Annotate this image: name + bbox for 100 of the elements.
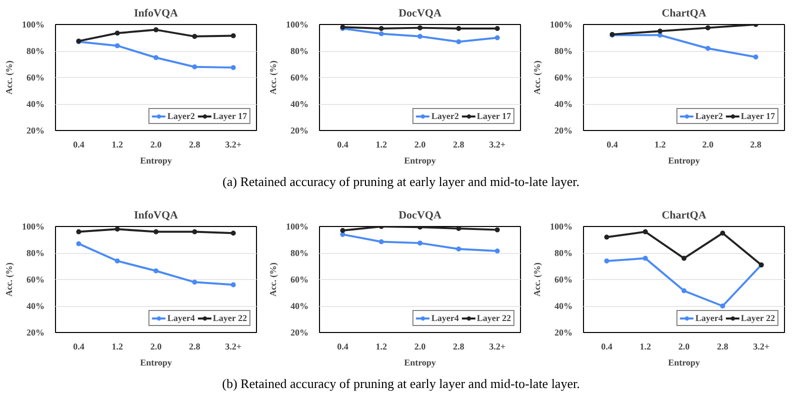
y-tick-label: 60% [26, 72, 44, 82]
y-tick-label: 100% [550, 222, 572, 232]
point [494, 35, 500, 40]
y-tick-label: 100% [550, 20, 572, 30]
point [642, 256, 648, 261]
y-axis-title: Acc. (%) [268, 60, 278, 94]
y-tick-label: 80% [26, 248, 44, 258]
point [192, 229, 198, 234]
y-tick-label: 60% [554, 274, 572, 284]
y-tick-label: 20% [290, 328, 308, 338]
chart-title: ChartQA [662, 8, 706, 20]
point [76, 241, 82, 246]
point [192, 280, 198, 285]
y-tick-label: 40% [290, 99, 308, 109]
point [154, 229, 158, 234]
legend-label: Layer 17 [740, 111, 775, 121]
y-tick-label: 20% [290, 126, 308, 136]
x-tick-label: 0.4 [73, 342, 85, 352]
point [682, 288, 686, 294]
x-tick-label: 0.4 [73, 140, 85, 150]
x-tick-label: 1.2 [640, 342, 652, 352]
point [418, 240, 422, 246]
x-tick-label: 2.8 [750, 140, 762, 150]
x-tick-label: 2.0 [414, 342, 426, 352]
x-tick-label: 0.4 [337, 140, 349, 150]
point [114, 226, 120, 232]
y-tick-label: 60% [554, 72, 572, 82]
x-tick-label: 3.2+ [753, 342, 770, 352]
point [192, 64, 198, 70]
point [230, 65, 236, 70]
y-tick-label: 20% [26, 328, 44, 338]
point [114, 30, 120, 36]
point [378, 26, 384, 31]
x-axis-title: Entropy [140, 156, 172, 166]
point [456, 246, 462, 252]
x-axis-title: Entropy [140, 358, 172, 368]
x-tick-label: 2.8 [189, 342, 201, 352]
point [682, 256, 686, 261]
chart-title: DocVQA [398, 210, 442, 222]
y-tick-label: 40% [554, 99, 572, 109]
y-tick-label: 20% [554, 126, 572, 136]
x-tick-label: 2.0 [150, 342, 162, 352]
x-tick-label: 2.0 [702, 140, 714, 150]
y-axis-title: Acc. (%) [532, 262, 542, 296]
y-tick-label: 100% [286, 20, 308, 30]
y-axis-title: Acc. (%) [268, 262, 278, 296]
legend-label: Layer 17 [212, 111, 247, 121]
x-tick-label: 2.8 [717, 342, 729, 352]
x-tick-label: 1.2 [376, 140, 388, 150]
x-axis-title: Entropy [668, 358, 700, 368]
point [378, 239, 384, 244]
point [658, 28, 663, 34]
point [456, 39, 462, 44]
point [192, 34, 198, 39]
point [705, 46, 710, 51]
point [705, 25, 710, 30]
point [154, 55, 158, 60]
x-tick-label: 3.2+ [225, 140, 242, 150]
legend-label: Layer4 [167, 313, 195, 323]
point [494, 26, 500, 31]
point [230, 230, 236, 236]
x-axis-title: Entropy [404, 156, 436, 166]
y-tick-label: 60% [290, 72, 308, 82]
point [154, 268, 158, 274]
x-axis-title: Entropy [668, 156, 700, 166]
x-tick-label: 3.2+ [489, 140, 506, 150]
legend-label: Layer 22 [740, 313, 775, 323]
legend-label: Layer4 [695, 313, 723, 323]
legend-label: Layer 22 [476, 313, 511, 323]
y-tick-label: 60% [290, 274, 308, 284]
chart-title: DocVQA [398, 8, 442, 20]
point [456, 26, 462, 31]
point [230, 33, 236, 38]
legend-label: Layer4 [431, 313, 459, 323]
y-axis-title: Acc. (%) [4, 262, 14, 296]
text: (b) Retained accuracy of pruning at early layer and mid-to-late layer. [222, 375, 580, 393]
chart-title: ChartQA [662, 210, 706, 222]
point [604, 258, 610, 264]
text: (a) Retained accuracy of pruning at early layer and mid-to-late layer. [222, 173, 580, 191]
point [604, 234, 610, 240]
y-tick-label: 40% [290, 301, 308, 311]
x-tick-label: 2.0 [150, 140, 162, 150]
point [720, 230, 726, 236]
legend-label: Layer2 [167, 111, 195, 121]
y-tick-label: 40% [554, 301, 572, 311]
y-tick-label: 100% [286, 222, 308, 232]
x-tick-label: 2.0 [414, 140, 426, 150]
point [494, 227, 500, 232]
point [154, 27, 158, 32]
y-tick-label: 100% [22, 20, 44, 30]
x-tick-label: 0.4 [606, 140, 618, 150]
x-tick-label: 2.0 [678, 342, 690, 352]
x-tick-label: 2.8 [189, 140, 201, 150]
point [340, 228, 346, 233]
y-tick-label: 80% [290, 248, 308, 258]
chart-title: InfoVQA [134, 210, 178, 222]
y-axis-title: Acc. (%) [532, 60, 542, 94]
point [720, 304, 726, 308]
chart-title: InfoVQA [134, 8, 178, 20]
point [378, 31, 384, 36]
